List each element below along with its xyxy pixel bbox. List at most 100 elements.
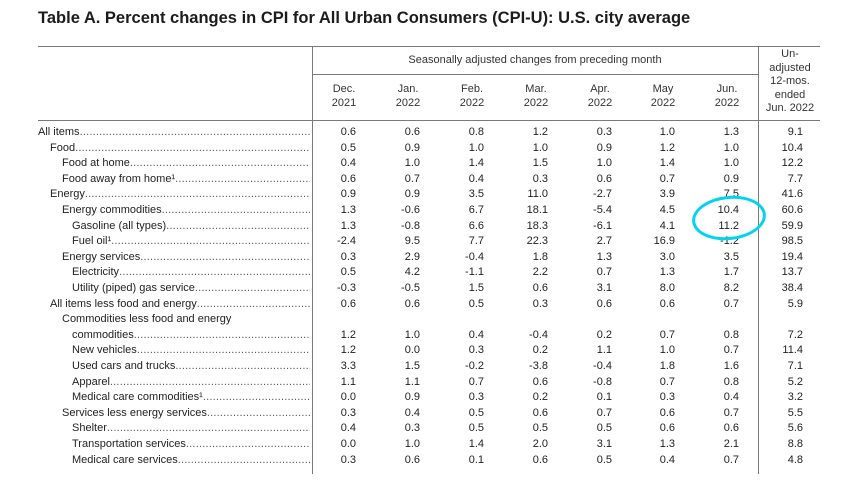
value-cell: 13.7 bbox=[781, 266, 803, 279]
value-cell: 2.1 bbox=[723, 438, 739, 450]
value-cell: 0.3 bbox=[596, 126, 612, 138]
value-cell: 0.6 bbox=[404, 453, 420, 466]
value-cell: 0.6 bbox=[659, 406, 675, 419]
value-cell: 0.2 bbox=[532, 391, 548, 404]
value-cell: 0.5 bbox=[532, 422, 548, 435]
row-label: Apparel.................................… bbox=[72, 375, 310, 390]
row-label: Food at home............................… bbox=[62, 156, 310, 171]
row-label: Utility (piped) gas service.............… bbox=[72, 281, 310, 296]
value-cell: -2.4 bbox=[337, 235, 356, 248]
value-cell: 4.2 bbox=[404, 266, 420, 279]
value-cell: 0.7 bbox=[468, 375, 484, 388]
value-cell: 0.3 bbox=[468, 391, 484, 404]
value-cell: 3.2 bbox=[787, 391, 803, 404]
value-cell: 0.2 bbox=[596, 328, 612, 341]
value-cell: 1.0 bbox=[659, 126, 675, 138]
value-cell: -0.5 bbox=[401, 282, 420, 294]
value-cell: 0.5 bbox=[468, 406, 484, 419]
value-cell: 0.0 bbox=[404, 344, 420, 357]
value-cell: 38.4 bbox=[781, 282, 803, 294]
value-cell: 11.0 bbox=[527, 188, 548, 201]
value-cell: 1.4 bbox=[468, 438, 484, 450]
month-header-4: Apr. 2022 bbox=[587, 83, 613, 109]
value-cell: 0.6 bbox=[532, 453, 548, 466]
leader-dots: ........................................… bbox=[75, 141, 310, 154]
value-cell: 1.5 bbox=[468, 282, 484, 294]
row-label: Shelter.................................… bbox=[72, 421, 310, 436]
value-cell: 8.2 bbox=[723, 282, 739, 294]
row-label: All items less food and energy..........… bbox=[50, 297, 310, 312]
value-cell: 9.1 bbox=[787, 126, 803, 138]
value-cell: 10.4 bbox=[781, 141, 803, 154]
value-cell: 0.5 bbox=[340, 141, 356, 154]
value-cell: 1.0 bbox=[659, 344, 675, 357]
value-cell: 0.3 bbox=[659, 391, 675, 404]
value-cell: 0.1 bbox=[468, 453, 484, 466]
value-cell: 1.1 bbox=[340, 375, 356, 388]
value-cell: 18.1 bbox=[526, 204, 548, 216]
value-cell: 0.3 bbox=[340, 250, 356, 263]
month-header-5: May 2022 bbox=[650, 83, 676, 109]
value-cell: 5.9 bbox=[787, 297, 803, 310]
leader-dots: ........................................… bbox=[161, 204, 310, 216]
value-cell: 1.3 bbox=[659, 266, 675, 279]
value-cell: 0.7 bbox=[659, 328, 675, 341]
unadjusted-header: Un- adjusted 12-mos. ended Jun. 2022 bbox=[765, 48, 815, 115]
value-cell: 0.3 bbox=[340, 453, 356, 466]
value-cell: 0.0 bbox=[340, 438, 356, 450]
value-cell: 41.6 bbox=[781, 188, 803, 201]
row-label: Energy commodities......................… bbox=[62, 203, 310, 218]
leader-dots: ........................................… bbox=[140, 250, 310, 263]
value-cell: 98.5 bbox=[781, 235, 803, 248]
value-cell: 4.8 bbox=[787, 453, 803, 466]
value-cell: 6.7 bbox=[468, 204, 484, 216]
value-cell: 0.2 bbox=[532, 344, 548, 357]
value-cell: 0.5 bbox=[468, 297, 484, 310]
value-cell: 0.3 bbox=[404, 422, 420, 435]
value-cell: 0.4 bbox=[468, 172, 484, 185]
value-cell: 22.3 bbox=[526, 235, 548, 248]
value-cell: -0.2 bbox=[465, 360, 484, 372]
value-cell: 1.0 bbox=[404, 157, 420, 170]
value-cell: 8.8 bbox=[787, 438, 803, 450]
seasonally-adjusted-header: Seasonally adjusted changes from precedi… bbox=[408, 54, 662, 66]
value-cell: 1.2 bbox=[340, 328, 356, 341]
value-cell: 2.7 bbox=[596, 235, 612, 248]
value-cell: 0.6 bbox=[723, 422, 739, 435]
value-cell: 1.1 bbox=[404, 375, 420, 388]
top-rule bbox=[38, 46, 820, 47]
leader-dots: ........................................… bbox=[166, 219, 310, 232]
value-cell: 0.7 bbox=[723, 406, 739, 419]
value-cell: 0.4 bbox=[468, 328, 484, 341]
value-cell: 0.6 bbox=[659, 422, 675, 435]
value-cell: 1.2 bbox=[659, 141, 675, 154]
row-label: Electricity.............................… bbox=[72, 265, 310, 280]
value-cell: 0.4 bbox=[404, 406, 420, 419]
value-cell: 19.4 bbox=[781, 250, 803, 263]
value-cell: 0.6 bbox=[404, 297, 420, 310]
value-cell: 0.6 bbox=[596, 172, 612, 185]
value-cell: 0.7 bbox=[596, 266, 612, 279]
value-cell: 1.0 bbox=[723, 157, 739, 170]
value-cell: 7.1 bbox=[787, 360, 803, 372]
value-cell: 0.1 bbox=[596, 391, 612, 404]
value-cell: 8.0 bbox=[659, 282, 675, 294]
value-cell: 0.3 bbox=[340, 406, 356, 419]
row-label: Transportation services.................… bbox=[72, 437, 310, 452]
value-cell: 3.0 bbox=[659, 250, 675, 263]
value-cell: -0.4 bbox=[529, 328, 548, 341]
value-cell: 0.7 bbox=[404, 172, 420, 185]
leader-dots: ........................................… bbox=[202, 391, 310, 404]
value-cell: 1.7 bbox=[723, 266, 739, 279]
value-cell: 1.3 bbox=[596, 250, 612, 263]
value-cell: 60.6 bbox=[781, 204, 803, 216]
row-label: Food away from home¹....................… bbox=[62, 172, 310, 187]
value-cell: 0.6 bbox=[659, 297, 675, 310]
value-cell: 1.0 bbox=[596, 157, 612, 170]
leader-dots: ........................................… bbox=[84, 188, 310, 201]
value-cell: 1.8 bbox=[659, 360, 675, 372]
value-cell: 0.6 bbox=[596, 297, 612, 310]
value-cell: 1.6 bbox=[723, 360, 739, 372]
value-cell: 0.8 bbox=[723, 375, 739, 388]
value-cell: 0.5 bbox=[596, 453, 612, 466]
